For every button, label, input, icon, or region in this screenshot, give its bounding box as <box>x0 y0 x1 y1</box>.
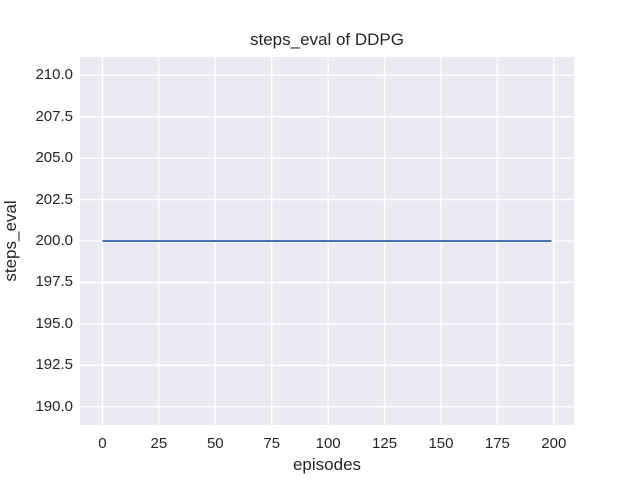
y-tick-label: 197.5 <box>35 273 73 291</box>
x-tick-label: 0 <box>98 435 107 452</box>
y-tick-label: 202.5 <box>35 190 73 208</box>
chart-title: steps_eval of DDPG <box>249 30 404 49</box>
y-tick-label: 190.0 <box>35 397 73 415</box>
x-tick-label: 175 <box>484 435 510 452</box>
x-tick-label: 75 <box>263 435 281 452</box>
x-tick-label: 25 <box>150 435 168 452</box>
x-axis-label: episodes <box>292 455 362 474</box>
x-tick-label: 200 <box>541 435 567 452</box>
plot-area <box>80 57 574 425</box>
x-tick-label: 100 <box>315 435 341 452</box>
y-tick-label: 210.0 <box>35 66 73 84</box>
y-tick-label: 205.0 <box>35 149 73 167</box>
x-tick-label: 125 <box>372 435 398 452</box>
x-tick-label: 50 <box>206 435 224 452</box>
y-tick-label: 207.5 <box>35 107 73 125</box>
y-tick-label: 195.0 <box>35 314 73 332</box>
y-tick-label: 192.5 <box>35 356 73 374</box>
y-tick-label: 200.0 <box>35 232 73 249</box>
x-tick-label: 150 <box>428 435 454 452</box>
